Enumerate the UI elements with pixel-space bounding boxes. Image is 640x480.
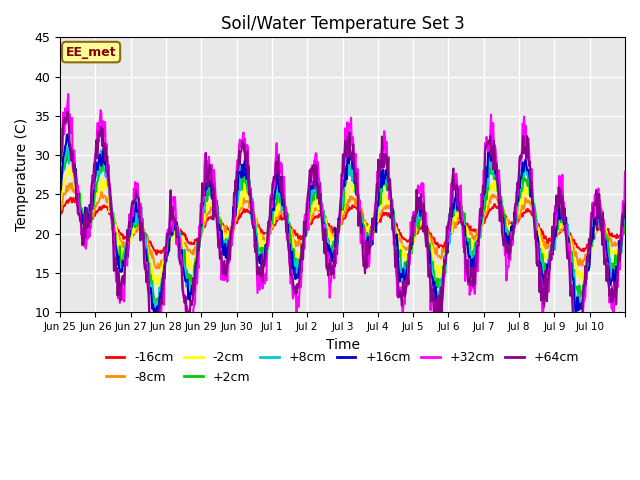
+2cm	[124, 251, 131, 256]
+16cm	[63, 132, 71, 137]
+2cm	[256, 248, 264, 253]
-2cm	[56, 196, 64, 202]
+8cm	[65, 144, 72, 149]
Line: +16cm: +16cm	[60, 134, 625, 324]
+2cm	[621, 210, 629, 216]
-16cm	[403, 238, 410, 243]
-16cm	[228, 223, 236, 229]
Legend: -16cm, -8cm, -2cm, +2cm, +8cm, +16cm, +32cm, +64cm: -16cm, -8cm, -2cm, +2cm, +8cm, +16cm, +3…	[100, 347, 584, 389]
+64cm	[124, 227, 131, 233]
+8cm	[403, 270, 410, 276]
+8cm	[228, 239, 236, 245]
Line: -16cm: -16cm	[60, 198, 625, 254]
-16cm	[67, 195, 74, 201]
-16cm	[621, 219, 629, 225]
-16cm	[434, 241, 442, 247]
+2cm	[56, 190, 64, 196]
-2cm	[434, 274, 442, 279]
+32cm	[56, 160, 64, 166]
-8cm	[155, 265, 163, 271]
+16cm	[621, 202, 629, 207]
-8cm	[228, 225, 236, 231]
+8cm	[124, 247, 131, 252]
+64cm	[256, 271, 264, 276]
+2cm	[151, 304, 159, 310]
+64cm	[63, 109, 71, 115]
-8cm	[434, 253, 442, 259]
-16cm	[277, 213, 285, 218]
+2cm	[277, 190, 285, 195]
+64cm	[434, 310, 442, 315]
+32cm	[256, 287, 264, 292]
+8cm	[434, 289, 442, 295]
Line: -8cm: -8cm	[60, 183, 625, 268]
-2cm	[277, 200, 285, 206]
+16cm	[256, 260, 264, 266]
-2cm	[67, 165, 74, 170]
+16cm	[277, 189, 285, 194]
+32cm	[124, 263, 131, 268]
Line: +32cm: +32cm	[60, 94, 625, 362]
+8cm	[150, 315, 158, 321]
-16cm	[124, 232, 131, 238]
-2cm	[621, 216, 629, 221]
+16cm	[403, 271, 410, 276]
+8cm	[256, 255, 264, 261]
+16cm	[56, 171, 64, 177]
-8cm	[56, 208, 64, 214]
-16cm	[56, 213, 64, 218]
-8cm	[277, 211, 285, 216]
-2cm	[403, 261, 410, 266]
Line: +8cm: +8cm	[60, 146, 625, 318]
Y-axis label: Temperature (C): Temperature (C)	[15, 118, 29, 231]
+16cm	[153, 321, 161, 326]
-8cm	[621, 218, 629, 224]
+32cm	[434, 316, 442, 322]
+8cm	[277, 189, 285, 194]
+32cm	[403, 285, 410, 290]
-2cm	[228, 230, 236, 236]
Line: +2cm: +2cm	[60, 149, 625, 307]
+64cm	[277, 189, 285, 194]
+64cm	[56, 159, 64, 165]
+32cm	[228, 243, 236, 249]
Line: -2cm: -2cm	[60, 168, 625, 287]
Title: Soil/Water Temperature Set 3: Soil/Water Temperature Set 3	[221, 15, 465, 33]
+64cm	[228, 226, 236, 231]
X-axis label: Time: Time	[326, 337, 360, 352]
-16cm	[256, 225, 264, 231]
-8cm	[68, 180, 76, 186]
+2cm	[403, 270, 410, 276]
+64cm	[150, 348, 157, 354]
+32cm	[152, 359, 160, 365]
-8cm	[403, 247, 410, 253]
-8cm	[256, 229, 264, 235]
+2cm	[434, 284, 442, 290]
+64cm	[403, 280, 410, 286]
-2cm	[124, 243, 131, 249]
+8cm	[56, 190, 64, 196]
+2cm	[228, 237, 236, 242]
+32cm	[277, 160, 285, 166]
Line: +64cm: +64cm	[60, 112, 625, 351]
+8cm	[621, 210, 629, 216]
+16cm	[124, 248, 131, 254]
+32cm	[621, 168, 629, 174]
-16cm	[153, 252, 161, 257]
-2cm	[156, 284, 163, 289]
Text: EE_met: EE_met	[66, 46, 116, 59]
+2cm	[65, 146, 72, 152]
-2cm	[256, 237, 264, 243]
+64cm	[621, 204, 629, 210]
-8cm	[124, 243, 131, 249]
+16cm	[434, 298, 442, 303]
+32cm	[65, 91, 72, 97]
+16cm	[228, 234, 236, 240]
